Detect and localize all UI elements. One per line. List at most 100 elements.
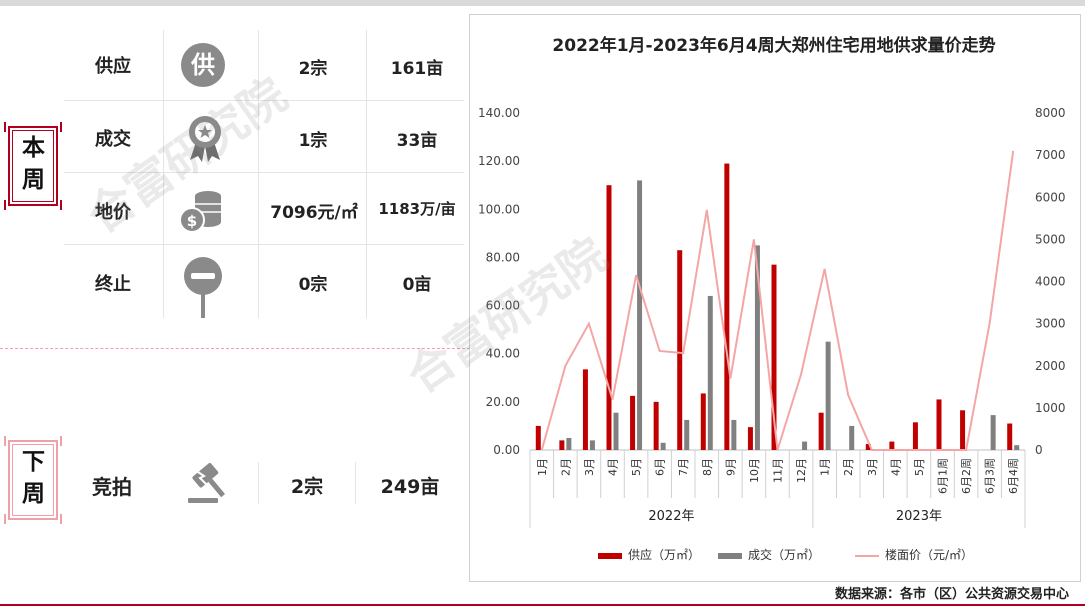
x-tick-label: 6月3周: [984, 458, 997, 494]
y-left-tick-label: 100.00: [478, 202, 520, 216]
x-tick-label: 6月: [654, 458, 667, 476]
x-tick-label: 12月: [795, 458, 808, 483]
price-line: [540, 150, 1015, 451]
chart-title: 2022年1月-2023年6月4周大郑州住宅用地供求量价走势: [552, 36, 996, 56]
group-label: 2023年: [896, 509, 942, 524]
supply-bar: [724, 163, 730, 451]
supply-bar: [1007, 423, 1013, 450]
y-right-tick-label: 7000: [1035, 148, 1066, 162]
supply-bar: [960, 410, 966, 450]
supply-area: 161亩: [390, 59, 444, 79]
y-right-tick-label: 1000: [1035, 401, 1066, 415]
price-label: 地价: [95, 202, 131, 223]
y-left-tick-label: 120.00: [478, 154, 520, 168]
y-right-tick-label: 5000: [1035, 232, 1066, 246]
x-tick-label: 7月: [677, 458, 690, 476]
auction-count: 2宗: [290, 476, 324, 498]
x-tick-label: 1月: [536, 458, 549, 476]
supply-bar: [747, 427, 753, 450]
x-tick-label: 3月: [583, 458, 596, 476]
x-tick-label: 10月: [748, 458, 761, 483]
source-note: 数据来源：各市（区）公共资源交易中心: [834, 587, 1069, 602]
supply-bar: [889, 441, 895, 450]
y-left-tick-label: 20.00: [486, 395, 520, 409]
supply-bar: [818, 412, 824, 450]
supply-count: 2宗: [298, 59, 328, 79]
this-week-text: 本周: [22, 135, 45, 193]
deal-bar: [990, 415, 996, 450]
col-divider: [366, 30, 367, 318]
x-tick-label: 6月4周: [1007, 458, 1020, 494]
deal-bar: [566, 437, 572, 450]
x-tick-label: 2月: [559, 458, 572, 476]
x-tick-label: 8月: [701, 458, 714, 476]
x-tick-label: 2月: [842, 458, 855, 476]
x-tick-label: 4月: [889, 458, 902, 476]
supply-bar: [653, 401, 659, 450]
supply-bar: [582, 369, 588, 450]
supply-bar: [535, 425, 541, 450]
y-right-tick-label: 4000: [1035, 275, 1066, 289]
x-tick-label: 3月: [866, 458, 879, 476]
y-left-tick-label: 80.00: [486, 250, 520, 264]
legend-supply-swatch: [598, 553, 622, 559]
y-left-tick-label: 140.00: [478, 106, 520, 120]
deal-bar: [660, 442, 666, 450]
next-week-badge: 下周: [4, 436, 62, 524]
medal-icon: [186, 114, 224, 166]
deal-bar: [589, 440, 595, 450]
y-right-tick-label: 2000: [1035, 359, 1066, 373]
terminated-label: 终止: [95, 274, 131, 295]
supply-bar: [677, 250, 683, 450]
legend-deal-swatch: [718, 553, 742, 559]
row-divider: [64, 172, 464, 173]
supply-bar: [606, 185, 612, 450]
svg-text:$: $: [187, 212, 197, 230]
deal-bar: [1014, 445, 1020, 450]
x-tick-label: 11月: [772, 458, 785, 483]
section-divider: [0, 348, 470, 349]
supply-bar: [865, 443, 871, 450]
x-tick-label: 1月: [819, 458, 832, 476]
legend-deal-label: 成交（万㎡）: [748, 547, 820, 562]
y-left-tick-label: 0.00: [493, 443, 520, 457]
next-week-text: 下周: [22, 449, 45, 507]
y-right-tick-label: 6000: [1035, 190, 1066, 204]
gavel-icon: [184, 458, 232, 510]
supply-bar: [700, 393, 706, 450]
deal-area: 33亩: [396, 131, 438, 151]
y-right-tick-label: 8000: [1035, 106, 1066, 120]
deal-bar: [825, 341, 831, 450]
deal-count: 1宗: [298, 131, 328, 151]
col-divider: [258, 462, 259, 504]
supply-icon: 供: [180, 42, 226, 92]
deal-bar: [802, 441, 808, 450]
coins-icon: $: [178, 186, 226, 238]
land-price: 7096元/㎡: [270, 203, 358, 223]
supply-bar: [936, 399, 942, 450]
x-tick-label: 6月2周: [960, 458, 973, 494]
deal-label: 成交: [95, 129, 131, 150]
col-divider: [258, 30, 259, 318]
supply-bar: [559, 440, 565, 450]
stop-sign-icon: [180, 256, 226, 322]
x-tick-label: 5月: [630, 458, 643, 476]
y-right-tick-label: 0: [1035, 443, 1043, 457]
y-left-tick-label: 40.00: [486, 347, 520, 361]
deal-bar: [731, 419, 737, 450]
y-right-tick-label: 3000: [1035, 317, 1066, 331]
row-divider: [64, 100, 464, 101]
col-divider: [163, 30, 164, 318]
col-divider: [355, 462, 356, 504]
y-left-tick-label: 60.00: [486, 299, 520, 313]
row-divider: [64, 244, 464, 245]
deal-bar: [684, 419, 690, 450]
x-tick-label: 4月: [607, 458, 620, 476]
supply-bar: [912, 422, 918, 450]
legend-supply-label: 供应（万㎡）: [628, 547, 700, 562]
terminated-area: 0亩: [402, 275, 432, 295]
bottom-bar: [0, 604, 1085, 606]
svg-text:供: 供: [190, 51, 215, 79]
auction-label: 竞拍: [92, 475, 132, 499]
